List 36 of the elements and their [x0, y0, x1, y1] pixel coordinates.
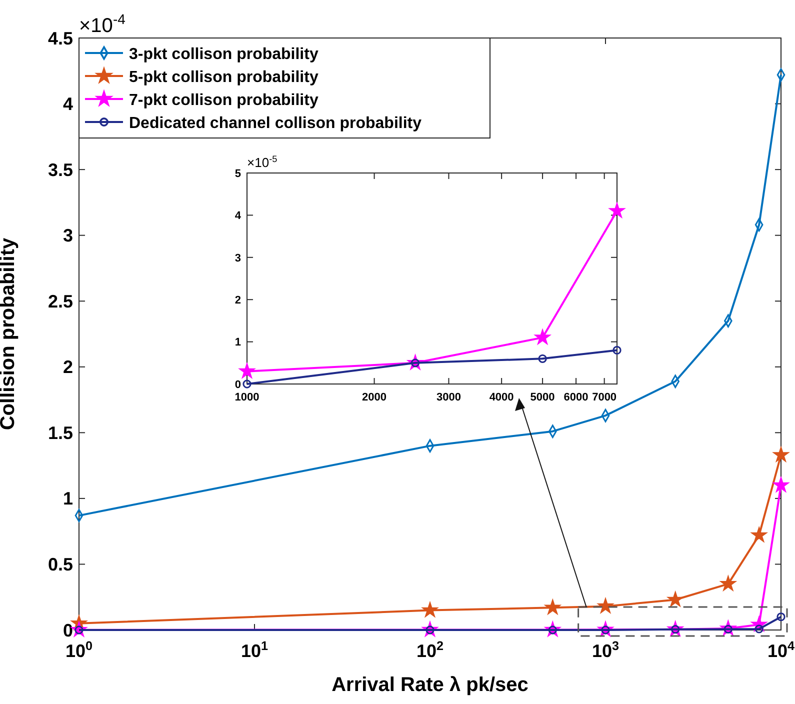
y-tick-label: 4.5 [48, 28, 73, 48]
x-tick-label: 10$^{4}$ [767, 639, 795, 661]
x-tick-label: 10$^{0}$ [65, 639, 93, 661]
legend-label: 5-pkt collison probability [129, 69, 318, 86]
text: ×10$^{-4}$ [79, 11, 126, 37]
x-tick-label: 2000 [362, 392, 387, 404]
annotation: ×10$^{-5}$ [247, 154, 278, 170]
y-tick-label: 2.5 [48, 291, 73, 312]
y-tick-label: 4 [234, 210, 242, 222]
y-tick-label: 3 [234, 252, 241, 264]
x-tick-label: 10$^{3}$ [592, 639, 620, 661]
x-tick-label: 10$^{1}$ [240, 639, 268, 661]
y-axis-title: Collision probability [0, 237, 20, 430]
y-tick-label: 2 [234, 294, 241, 306]
legend-label: 7-pkt collison probability [129, 92, 318, 109]
x-tick-label: 7000 [592, 392, 617, 404]
x-tick-label: 6000 [564, 392, 588, 404]
x-axis-title: Arrival Rate λ pk/sec [332, 674, 528, 696]
y-tick-label: 1.5 [48, 422, 73, 443]
y-tick-label: 0.5 [48, 554, 73, 575]
y-tick-label: 3.5 [48, 160, 73, 180]
y-tick-label: 5 [234, 168, 241, 180]
y-tick-label: 2 [62, 357, 73, 378]
x-tick-label: 4000 [489, 392, 514, 404]
x-tick-label: 5000 [530, 392, 555, 404]
x-tick-label: 3000 [436, 392, 461, 404]
legend-label: Dedicated channel collison probability [129, 115, 422, 132]
legend-label: 3-pkt collison probability [129, 46, 318, 63]
x-tick-label: 1000 [234, 392, 260, 404]
y-tick-label: 0 [62, 620, 73, 640]
y-tick-label: 1 [62, 488, 73, 509]
x-tick-label: 10$^{2}$ [416, 639, 444, 661]
y-tick-label: 0 [234, 378, 241, 391]
y-tick-label: 4 [62, 94, 73, 114]
y-tick-label: 1 [234, 336, 241, 349]
y-tick-label: 3 [62, 226, 73, 246]
